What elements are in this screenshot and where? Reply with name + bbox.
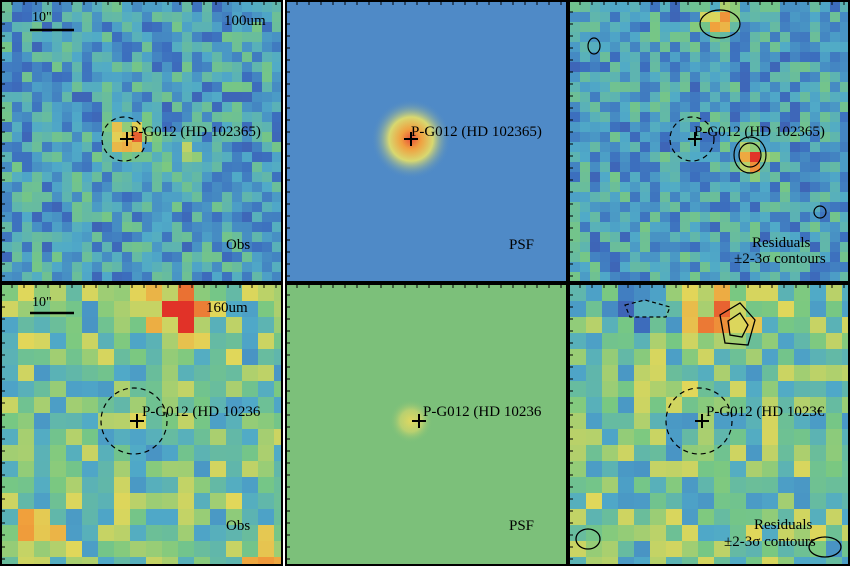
target-label: P-G012 (HD 1023€ (706, 404, 825, 420)
panel-psf-160um: P-G012 (HD 10236 PSF (285, 283, 568, 566)
image-psf-100um (287, 2, 566, 281)
contour (727, 312, 749, 338)
contour (719, 302, 756, 346)
contour (813, 205, 827, 219)
image-obs-160um (2, 285, 281, 564)
image-residual-160um (570, 285, 848, 564)
panel-residual-160um: P-G012 (HD 1023€ Residuals ±2-3σ contour… (568, 283, 850, 566)
target-label: P-G012 (HD 102365) (411, 124, 542, 140)
image-obs-100um (2, 2, 281, 281)
panel-obs-160um: 10" 160um P-G012 (HD 10236 Obs (0, 283, 283, 566)
target-label: P-G012 (HD 102365) (694, 124, 825, 140)
contour (575, 528, 601, 550)
aperture-circle (665, 387, 733, 455)
image-psf-160um (287, 285, 566, 564)
band-label: 160um (206, 300, 248, 316)
panel-type-label: PSF (509, 237, 535, 253)
contour (808, 536, 842, 558)
panel-residual-100um: P-G012 (HD 102365) Residuals ±2-3σ conto… (568, 0, 850, 283)
contour (699, 9, 741, 39)
target-label: P-G012 (HD 10236 (142, 404, 261, 420)
overlay-residual-100um (570, 2, 845, 277)
overlay-obs-160um (2, 285, 277, 560)
panel-psf-100um: P-G012 (HD 102365) PSF (285, 0, 568, 283)
panel-type-label: Residuals (752, 235, 811, 251)
contours-label: ±2-3σ contours (724, 534, 816, 550)
scale-bar-label: 10" (32, 295, 52, 310)
aperture-circle (669, 116, 715, 162)
panel-type-label: Obs (226, 518, 251, 534)
target-label: P-G012 (HD 102365) (130, 124, 261, 140)
contour (587, 37, 601, 55)
contour (733, 136, 767, 174)
band-label: 100um (224, 13, 266, 29)
panel-type-label: PSF (509, 518, 535, 534)
contour (738, 142, 762, 168)
overlay-psf-100um (287, 2, 562, 277)
panel-type-label: Residuals (754, 517, 813, 533)
scale-bar-label: 10" (32, 10, 52, 25)
overlay-obs-100um (2, 2, 277, 277)
image-residual-100um (570, 2, 848, 281)
panel-type-label: Obs (226, 237, 251, 253)
overlay-psf-160um (287, 285, 562, 560)
aperture-circle (101, 116, 147, 162)
contours-label: ±2-3σ contours (734, 251, 826, 267)
overlay-residual-160um (570, 285, 845, 560)
target-label: P-G012 (HD 10236 (423, 404, 542, 420)
contour (624, 299, 671, 318)
aperture-circle (100, 387, 168, 455)
panel-obs-100um: 10" 100um P-G012 (HD 102365) Obs (0, 0, 283, 283)
